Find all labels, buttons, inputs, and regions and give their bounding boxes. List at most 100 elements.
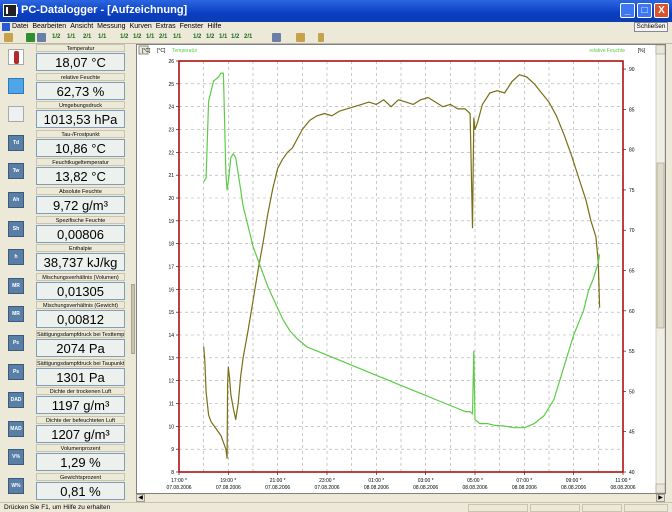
left-tick-label: 25 [168, 82, 174, 88]
zoom-button[interactable]: 2/1 [159, 34, 168, 40]
menu-item[interactable]: Messung [97, 23, 126, 30]
sensor-value: 1,29 % [36, 453, 125, 472]
status-bar: Drücken Sie F1, um Hilfe zu erhalten [0, 502, 672, 512]
menu-item[interactable]: Datei [12, 23, 29, 30]
zoom-button[interactable]: 1/1 [146, 34, 155, 40]
right-series-label: relative Feuchte [589, 48, 625, 54]
menu-item[interactable]: Hilfe [207, 23, 222, 30]
zoom-button[interactable]: 1/1 [67, 34, 76, 40]
sensor-row: Sh Spezifische Feuchte 0,00806 [0, 215, 128, 244]
zoom-button[interactable]: 1/2 [133, 34, 142, 40]
zoom-button[interactable]: 1/1 [98, 34, 107, 40]
saturation-dewpoint-icon: Ps [8, 363, 24, 380]
document-system-icon[interactable] [2, 23, 10, 31]
left-axis-label: [°C] [157, 48, 166, 54]
menu-item[interactable]: Extras [155, 23, 176, 30]
humidity-icon [8, 77, 24, 94]
scroll-left-arrow-icon[interactable]: ◀ [136, 494, 145, 502]
left-tick-label: 9 [171, 447, 174, 453]
scroll-up-arrow-icon[interactable] [655, 45, 665, 55]
scroll-down-arrow-icon[interactable] [655, 483, 665, 493]
window-title: PC-Datalogger - [Aufzeichnung] [21, 4, 188, 16]
horizontal-scrollbar[interactable]: ◀ ▶ [136, 494, 666, 502]
x-tick-time-label: 09:00 * [566, 478, 582, 484]
run-icon[interactable] [26, 33, 35, 42]
right-tick-label: 85 [629, 107, 635, 113]
settings-icon[interactable] [37, 33, 46, 42]
sensor-value: 62,73 % [36, 81, 125, 100]
x-tick-time-label: 17:00 * [171, 478, 187, 484]
sensor-value: 18,07 °C [36, 53, 125, 71]
x-tick-time-label: 01:00 * [368, 478, 384, 484]
enthalpy-icon: h [8, 249, 24, 266]
menu-items: Datei Bearbeiten Ansicht Messung Kurven Extra… [12, 22, 225, 32]
zoom-button[interactable]: 2/1 [244, 34, 253, 40]
sensor-row: MR Mischungsverhältnis (Gewicht) 0,00812 [0, 301, 128, 329]
sensor-panel: Temperatur 18,07 °C relative Feuchte 62,73 … [0, 44, 128, 502]
maximize-button[interactable]: □ [637, 3, 652, 18]
x-tick-time-label: 11:00 * [615, 478, 631, 484]
open-folder-icon[interactable] [4, 33, 13, 42]
sensor-label: Volumenprozent [36, 444, 125, 453]
left-tick-label: 21 [168, 173, 174, 179]
x-tick-date-label: 08.08.2006 [512, 485, 537, 491]
scroll-right-arrow-icon[interactable]: ▶ [656, 494, 665, 502]
chart: [°C] [°C] Temperatur relative Feuchte [%] 8 9 1… [138, 45, 665, 493]
sensor-label: Dichte der befeuchteten Luft [36, 415, 125, 424]
x-tick-time-label: 19:00 * [220, 478, 236, 484]
close-button[interactable]: X [654, 3, 669, 18]
x-tick-time-label: 05:00 * [467, 478, 483, 484]
zoom-button[interactable]: 2/1 [83, 34, 92, 40]
zoom-button[interactable]: 1/2 [193, 34, 202, 40]
left-tick-label: 23 [168, 128, 174, 134]
chart-icon[interactable] [272, 33, 281, 42]
menu-item[interactable]: Fenster [179, 23, 204, 30]
zoom-button[interactable]: 1/2 [206, 34, 215, 40]
left-axis-unit: [°C] [142, 48, 151, 54]
chart-menu-button[interactable] [138, 45, 149, 55]
export-icon[interactable] [296, 33, 305, 42]
menu-bar: Datei Bearbeiten Ansicht Messung Kurven Extra… [0, 22, 672, 32]
dry-air-density-icon: DAD [8, 392, 24, 409]
left-tick-label: 15 [168, 310, 174, 316]
zoom-button[interactable]: 1/2 [231, 34, 240, 40]
sensor-value: 0,01305 [36, 281, 125, 300]
sensor-label: Enthalpie [36, 244, 125, 253]
x-tick-date-label: 07.08.2006 [166, 485, 191, 491]
document-close-button[interactable]: Schließen [634, 22, 668, 32]
left-tick-label: 24 [168, 105, 174, 111]
splitter-grip[interactable] [131, 284, 135, 354]
right-tick-label: 50 [629, 389, 635, 395]
sensor-row: DAD Dichte der trockenen Luft 1197 g/m³ [0, 387, 128, 415]
zoom-button[interactable]: 1/2 [52, 34, 61, 40]
zoom-button[interactable]: 1/2 [120, 34, 129, 40]
moist-air-density-icon: MAD [8, 420, 24, 437]
help-icon[interactable] [318, 33, 324, 42]
scroll-thumb[interactable] [656, 162, 665, 329]
barometer-icon [8, 106, 24, 123]
minimize-button[interactable]: _ [620, 3, 635, 18]
left-tick-label: 8 [171, 470, 174, 476]
zoom-button[interactable]: 1/1 [219, 34, 228, 40]
right-tick-label: 40 [629, 470, 635, 476]
wetbulb-icon: Tw [8, 163, 24, 180]
humidity-series-line [203, 72, 601, 429]
saturation-pressure-icon: Ps [8, 335, 24, 351]
x-tick-time-label: 03:00 * [418, 478, 434, 484]
sensor-row: Temperatur 18,07 °C [0, 44, 128, 72]
right-tick-label: 75 [629, 188, 635, 194]
right-tick-label: 80 [629, 148, 635, 154]
zoom-button[interactable]: 1/1 [173, 34, 182, 40]
sensor-row: relative Feuchte 62,73 % [0, 72, 128, 101]
menu-item[interactable]: Kurven [129, 23, 152, 30]
sensor-label: relative Feuchte [36, 72, 125, 81]
left-tick-label: 10 [168, 424, 174, 430]
x-tick-date-label: 07.08.2006 [265, 485, 290, 491]
right-tick-label: 60 [629, 309, 635, 315]
sensor-row: Tw Feuchtkugeltemperatur 13,82 °C [0, 158, 128, 186]
sensor-value: 0,00806 [36, 224, 125, 243]
menu-item[interactable]: Bearbeiten [32, 23, 67, 30]
right-axis-label: [%] [638, 48, 646, 54]
sensor-row: Ps Sättigungsdampfdruck bei Testtemperatu… [0, 330, 128, 358]
menu-item[interactable]: Ansicht [70, 23, 94, 30]
